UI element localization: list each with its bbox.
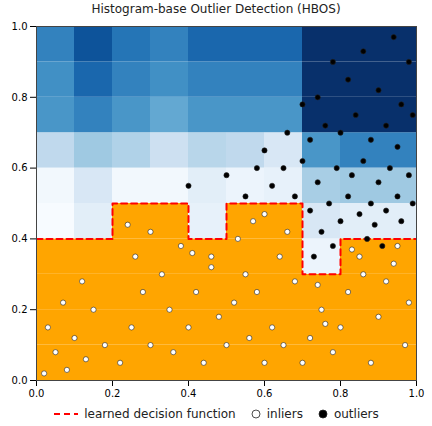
svg-text:0.0: 0.0 — [12, 375, 28, 386]
svg-text:0.2: 0.2 — [12, 304, 28, 315]
svg-text:1.0: 1.0 — [409, 388, 425, 399]
svg-text:0.8: 0.8 — [333, 388, 349, 399]
svg-text:0.2: 0.2 — [105, 388, 121, 399]
svg-text:0.6: 0.6 — [257, 388, 273, 399]
html-text:learned decision function: learned decision function — [84, 407, 236, 421]
svg-text:0.0: 0.0 — [29, 388, 45, 399]
svg-text:0.6: 0.6 — [12, 162, 28, 173]
svg-text:0.4: 0.4 — [181, 388, 197, 399]
html-text:outliers: outliers — [333, 407, 379, 421]
svg-text:0.4: 0.4 — [12, 233, 28, 244]
svg-text:0.8: 0.8 — [12, 92, 28, 103]
html-text:inliers: inliers — [266, 407, 303, 421]
svg-text:1.0: 1.0 — [12, 21, 28, 32]
html-text:Histogram-base Outlier Detecti: Histogram-base Outlier Detection (HBOS) — [91, 2, 341, 16]
